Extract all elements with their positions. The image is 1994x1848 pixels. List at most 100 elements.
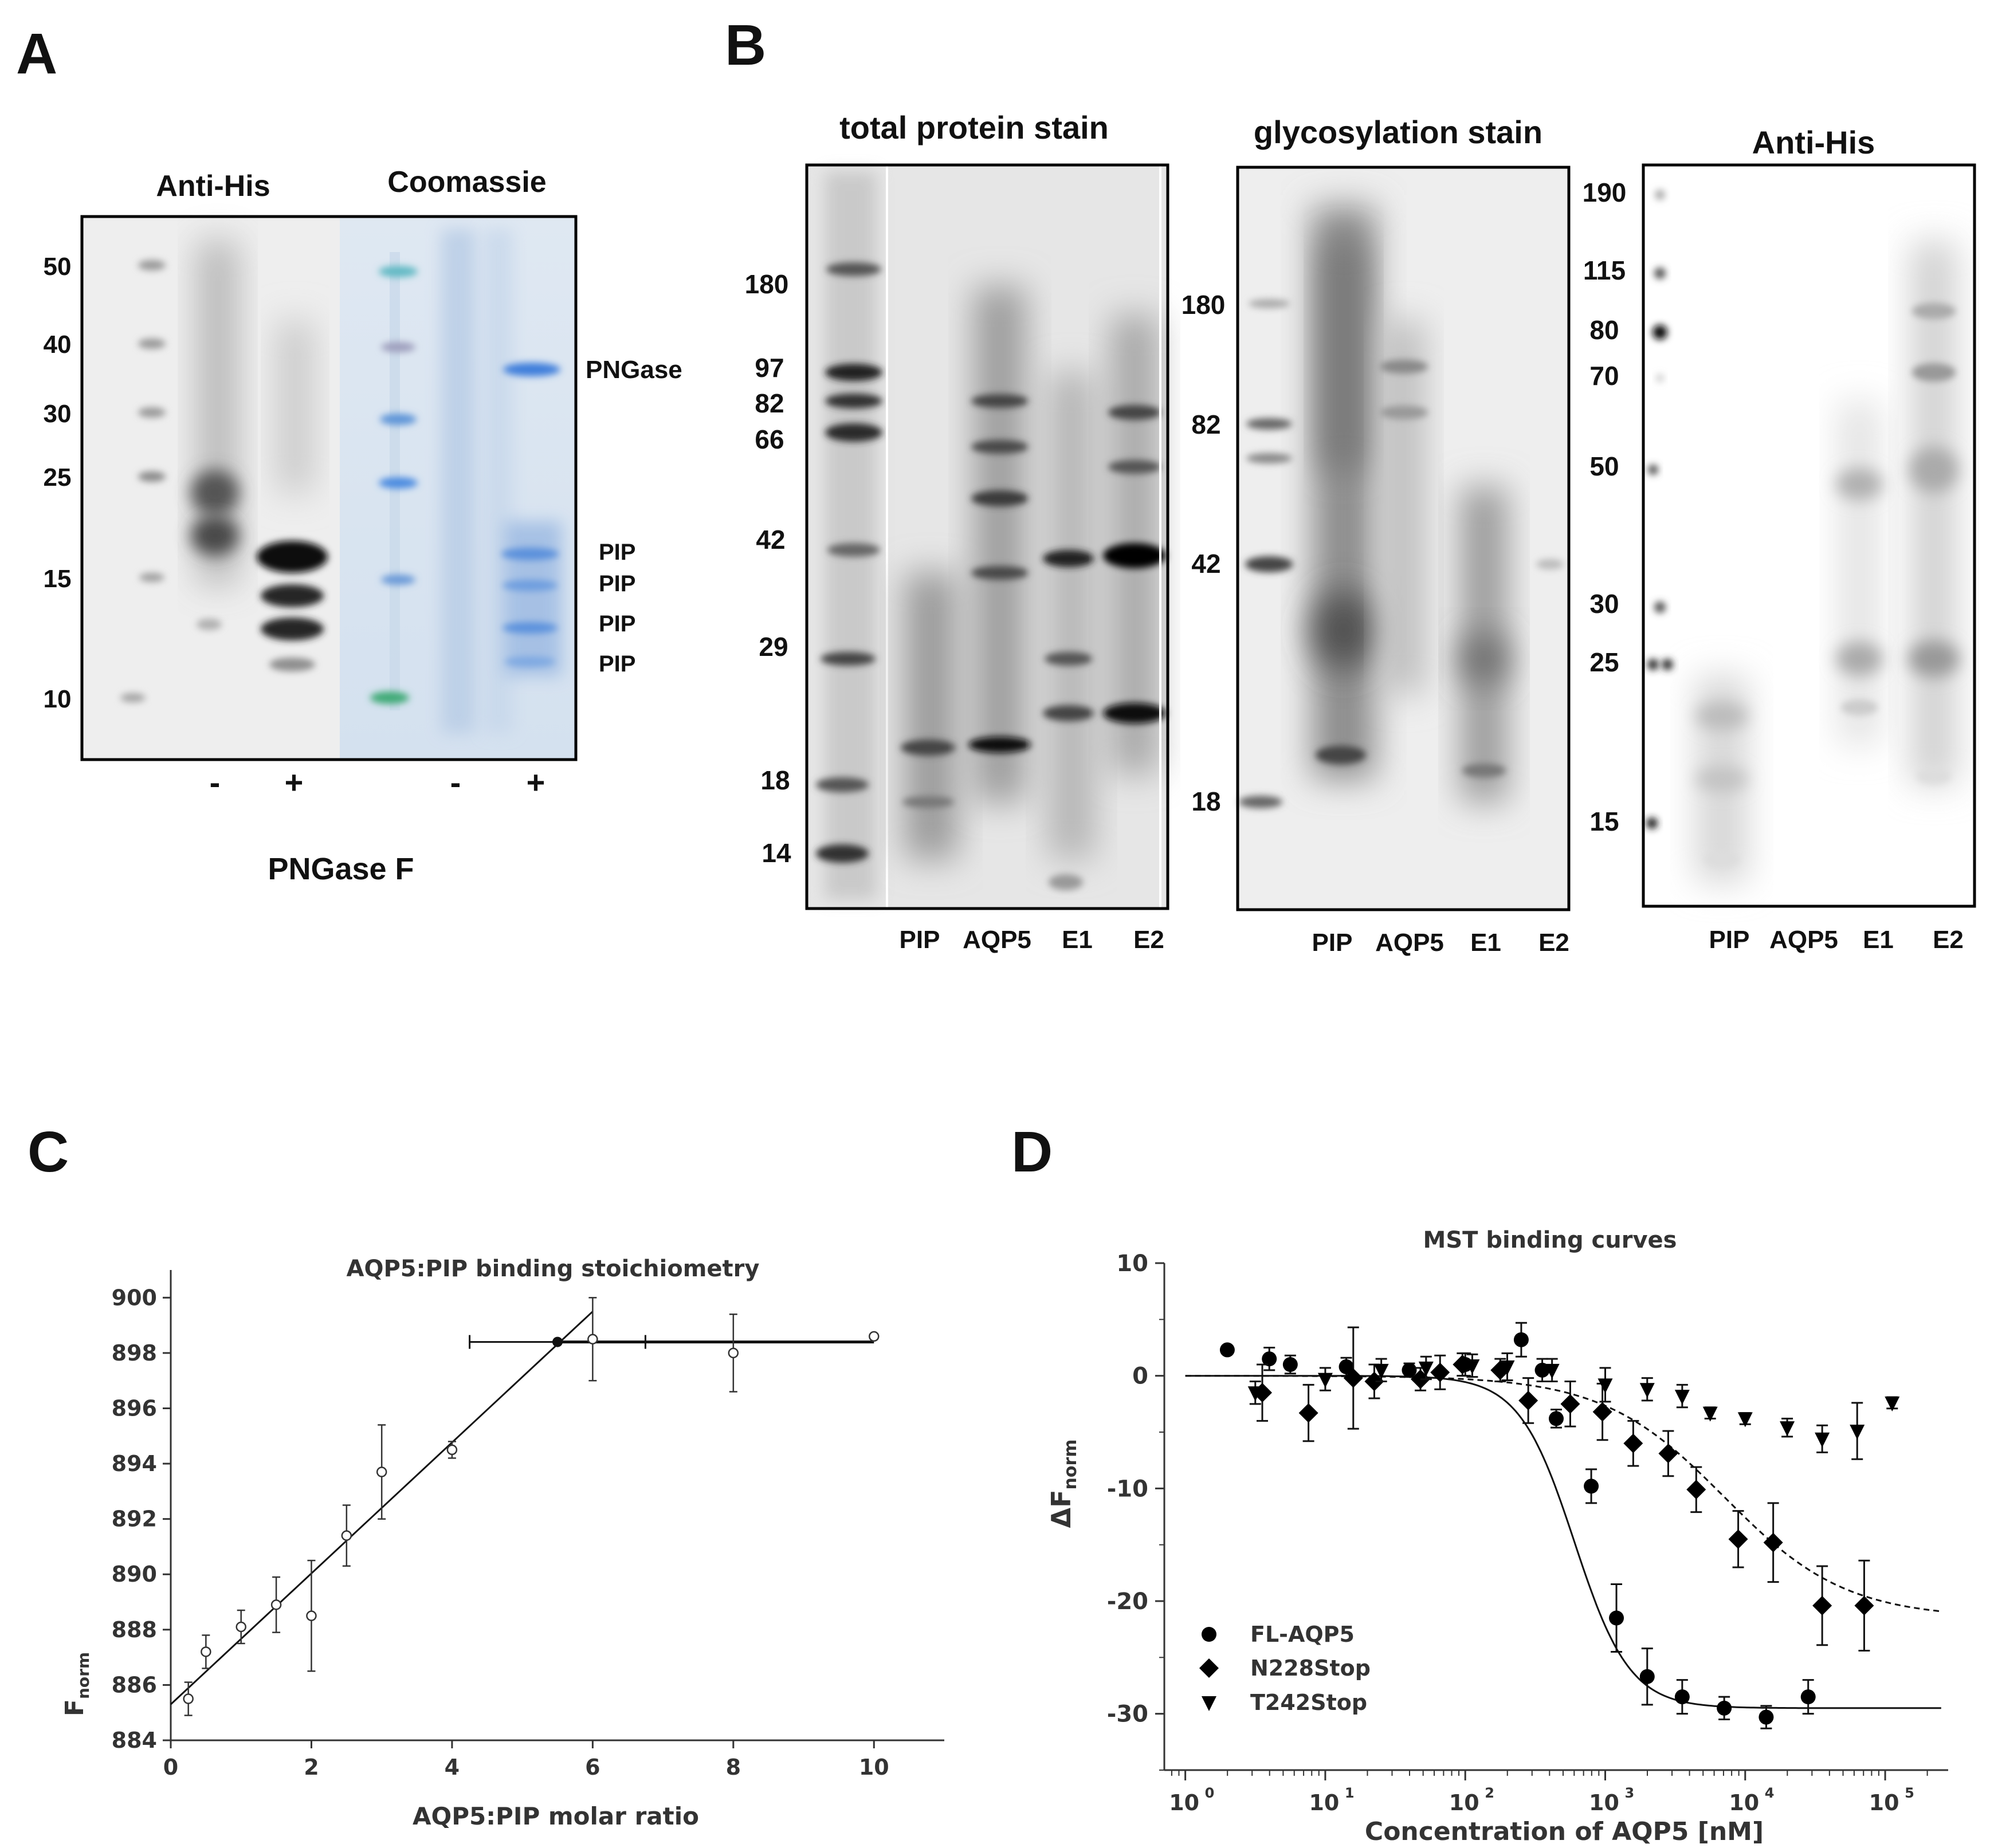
data-point-fl-aqp5 — [1584, 1479, 1599, 1494]
x-tick-label: 8 — [726, 1755, 741, 1780]
gel-glycosylation-bands — [1239, 206, 1564, 808]
chart-d-title: MST binding curves — [1423, 1227, 1677, 1253]
mw-marker: 50 — [44, 253, 72, 281]
x-tick-label-exponent: 1 — [1345, 1785, 1355, 1801]
lane-label: AQP5 — [1769, 926, 1838, 954]
coomassie-bands — [370, 229, 562, 733]
gel-total-protein-markers: 180 97 82 66 42 29 18 14 — [745, 269, 791, 868]
chart-d-points — [1219, 1322, 1900, 1729]
data-point-t242stop — [1850, 1425, 1865, 1440]
lane-label: PIP — [900, 926, 940, 954]
data-point-n228stop — [1763, 1532, 1783, 1552]
chart-c-axes — [163, 1270, 944, 1748]
data-point — [341, 1530, 352, 1541]
x-tick-label-base: 10 — [1309, 1790, 1339, 1815]
mw-marker: 82 — [755, 388, 784, 418]
legend-marker-n228stop — [1199, 1658, 1219, 1678]
lane-sign: + — [527, 764, 545, 800]
lane-label: E1 — [1062, 926, 1093, 954]
lane-label: E2 — [1933, 926, 1964, 954]
panel-a-title-coomassie: Coomassie — [387, 166, 546, 199]
data-point — [306, 1610, 317, 1621]
data-point-t242stop — [1500, 1360, 1515, 1375]
x-tick-label-exponent: 3 — [1625, 1785, 1635, 1801]
data-point-fl-aqp5 — [1674, 1689, 1690, 1705]
panel-a-xlabel: PNGase F — [268, 852, 414, 886]
chart-c-points — [183, 1297, 880, 1716]
y-tick-label: 896 — [112, 1395, 157, 1421]
fit-curve-fl-aqp5 — [1185, 1375, 1941, 1709]
mw-marker: 14 — [762, 838, 791, 868]
mw-marker: 40 — [44, 331, 72, 359]
lane-label: E1 — [1863, 926, 1894, 954]
mw-marker: 29 — [759, 632, 788, 662]
data-point-t242stop — [1373, 1363, 1389, 1379]
chart-c-title: AQP5:PIP binding stoichiometry — [347, 1256, 760, 1282]
panel-a-band-labels: PNGase PIP PIP PIP PIP — [586, 356, 682, 677]
gel-anti-his-bands — [1646, 190, 1959, 882]
panel-label-b: B — [725, 13, 766, 77]
y-tick-label: -30 — [1107, 1701, 1148, 1728]
chart-c-xlabel: AQP5:PIP molar ratio — [413, 1802, 699, 1830]
gel-total-protein-frame — [805, 163, 1169, 910]
mw-marker: 97 — [755, 353, 784, 383]
break-point-marker — [552, 1336, 563, 1347]
gel-glycosylation-frame — [1236, 166, 1571, 911]
data-point — [728, 1347, 739, 1359]
data-point-fl-aqp5 — [1282, 1357, 1298, 1372]
data-point-n228stop — [1560, 1394, 1580, 1414]
data-point-fl-aqp5 — [1609, 1610, 1624, 1626]
lane-label: PIP — [1312, 929, 1353, 957]
data-point-n228stop — [1728, 1529, 1748, 1549]
mw-marker: 30 — [1589, 589, 1619, 619]
x-tick-label: 6 — [585, 1755, 600, 1780]
x-tick-label-exponent: 5 — [1905, 1785, 1914, 1801]
chart-d-tick-labels: 10 0 10 1 10 2 10 3 10 4 10 5 10 0 -10 -20 -30 — [1107, 1251, 1914, 1815]
data-point-t242stop — [1544, 1363, 1560, 1379]
mw-marker: 25 — [44, 463, 72, 492]
chart-d-ylabel-main: ΔF — [1046, 1490, 1077, 1528]
chart-d-legend: FL-AQP5 N228Stop T242Stop — [1199, 1622, 1371, 1715]
gel-anti-his-frame — [1642, 163, 1976, 908]
panel-b: total protein stain — [745, 109, 1976, 957]
x-tick-label-base: 10 — [1589, 1790, 1619, 1815]
data-point-fl-aqp5 — [1219, 1342, 1235, 1358]
y-tick-label: 890 — [112, 1562, 157, 1587]
data-point-n228stop — [1298, 1403, 1318, 1423]
band-label-pip: PIP — [599, 651, 635, 677]
gel-glycosylation-lanes: PIP AQP5 E1 E2 — [1312, 929, 1569, 957]
panel-a: Anti-His Coomassie — [44, 166, 682, 886]
data-point-n228stop — [1364, 1371, 1384, 1391]
gel-title-glycosylation: glycosylation stain — [1254, 114, 1542, 150]
data-point-n228stop — [1592, 1402, 1612, 1422]
data-point-fl-aqp5 — [1639, 1669, 1655, 1684]
lane-label: PIP — [1709, 926, 1750, 954]
mw-marker: 50 — [1589, 451, 1619, 481]
data-point-t242stop — [1597, 1378, 1613, 1394]
data-point — [235, 1621, 246, 1633]
y-tick-label: 0 — [1132, 1363, 1148, 1390]
y-tick-label: 898 — [112, 1340, 157, 1366]
band-label-pip: PIP — [599, 540, 635, 565]
gel-title-anti-his: Anti-His — [1752, 124, 1875, 160]
data-point-fl-aqp5 — [1549, 1411, 1564, 1426]
data-point — [201, 1646, 211, 1657]
data-point-fl-aqp5 — [1800, 1689, 1816, 1705]
data-point — [587, 1334, 598, 1344]
x-tick-label: 4 — [445, 1755, 460, 1780]
x-tick-label: 2 — [304, 1755, 319, 1780]
panel-label-a: A — [16, 22, 57, 86]
gel-title-total-protein: total protein stain — [839, 109, 1109, 146]
x-tick-label-base: 10 — [1729, 1790, 1759, 1815]
panel-a-lane-signs: - + - + — [210, 764, 545, 800]
data-point-fl-aqp5 — [1717, 1700, 1732, 1716]
mw-marker: 80 — [1589, 315, 1619, 345]
anti-his-bands — [120, 241, 328, 702]
data-point-n228stop — [1518, 1390, 1538, 1410]
x-tick-label-base: 10 — [1869, 1790, 1899, 1815]
chart-d: MST binding curves 10 0 10 1 10 2 10 3 10 4 10 5 10 0… — [1046, 1227, 1948, 1846]
panel-label-c: C — [28, 1120, 69, 1184]
data-point-fl-aqp5 — [1759, 1709, 1774, 1725]
fit-curve-n228stop — [1185, 1375, 1941, 1613]
chart-d-axes — [1155, 1262, 1948, 1780]
